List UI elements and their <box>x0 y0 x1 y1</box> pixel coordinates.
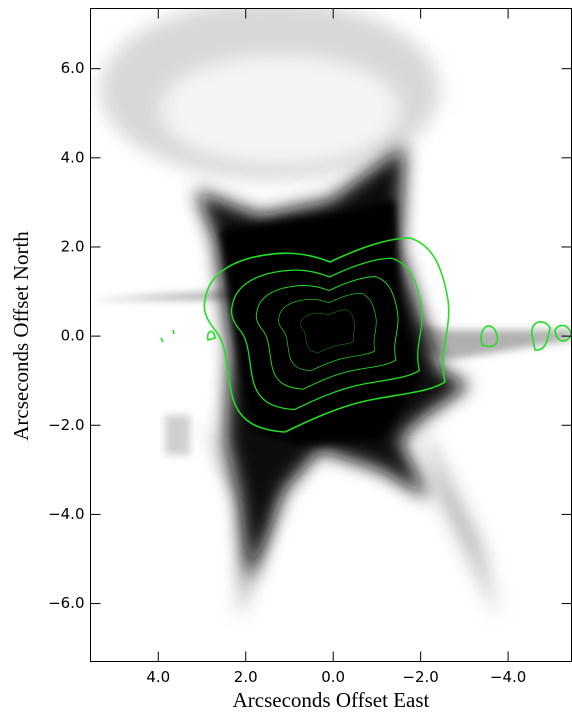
y-tick-label: −6.0 <box>48 594 84 612</box>
x-tick-label: 0.0 <box>321 668 345 686</box>
x-tick-label: −4.0 <box>490 668 526 686</box>
nebula-image <box>90 0 572 662</box>
x-tick-label: 4.0 <box>146 668 170 686</box>
y-tick-label: 6.0 <box>61 59 85 77</box>
x-tick-label: −2.0 <box>402 668 438 686</box>
y-tick-label: 4.0 <box>61 148 85 166</box>
y-tick-label: 2.0 <box>61 237 85 255</box>
y-tick-label: 0.0 <box>61 327 85 345</box>
x-tick-label: 2.0 <box>234 668 258 686</box>
chart: Arcseconds Offset East Arcseconds Offset… <box>0 0 572 719</box>
y-tick-label: −2.0 <box>48 416 84 434</box>
y-tick-label: −4.0 <box>48 505 84 523</box>
x-axis-title: Arcseconds Offset East <box>233 688 430 712</box>
y-axis-title: Arcseconds Offset North <box>9 231 33 441</box>
